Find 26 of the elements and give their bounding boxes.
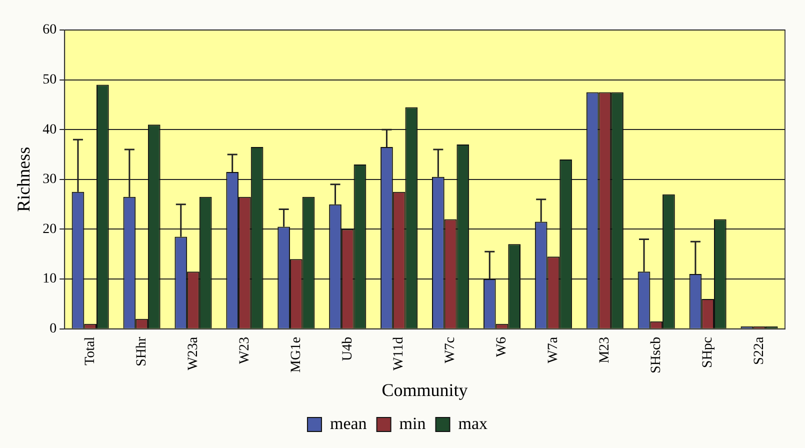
- y-axis-title: Richness: [14, 146, 34, 212]
- x-tick-label: SHhr: [134, 336, 150, 366]
- x-tick-label: SHscb: [649, 336, 664, 374]
- x-tick-label: SHpc: [700, 336, 716, 368]
- y-tick-label: 20: [42, 222, 57, 237]
- x-tick-label: W23: [237, 336, 252, 364]
- x-tick-label: U4b: [340, 336, 356, 361]
- x-tick-label: M23: [598, 336, 613, 364]
- x-tick-label: W23a: [186, 336, 201, 370]
- legend-label: min: [399, 414, 426, 433]
- y-tick-label: 0: [50, 322, 57, 337]
- x-tick-label: S22a: [752, 336, 767, 365]
- x-tick-label: MG1e: [288, 336, 304, 373]
- x-tick-label: W7c: [443, 336, 458, 364]
- y-tick-label: 40: [42, 122, 57, 138]
- x-tick-label: Total: [83, 336, 98, 366]
- legend-label: max: [458, 414, 488, 433]
- legend-label: mean: [330, 414, 368, 433]
- x-tick-label: W6: [494, 336, 510, 358]
- y-tick-label: 30: [42, 172, 57, 188]
- y-tick-label: 60: [42, 22, 57, 38]
- y-tick-label: 50: [42, 72, 57, 88]
- x-tick-label: W11d: [392, 336, 407, 371]
- x-tick-label: W7a: [546, 336, 562, 364]
- x-axis-title: Community: [382, 380, 468, 400]
- y-tick-label: 10: [42, 272, 57, 287]
